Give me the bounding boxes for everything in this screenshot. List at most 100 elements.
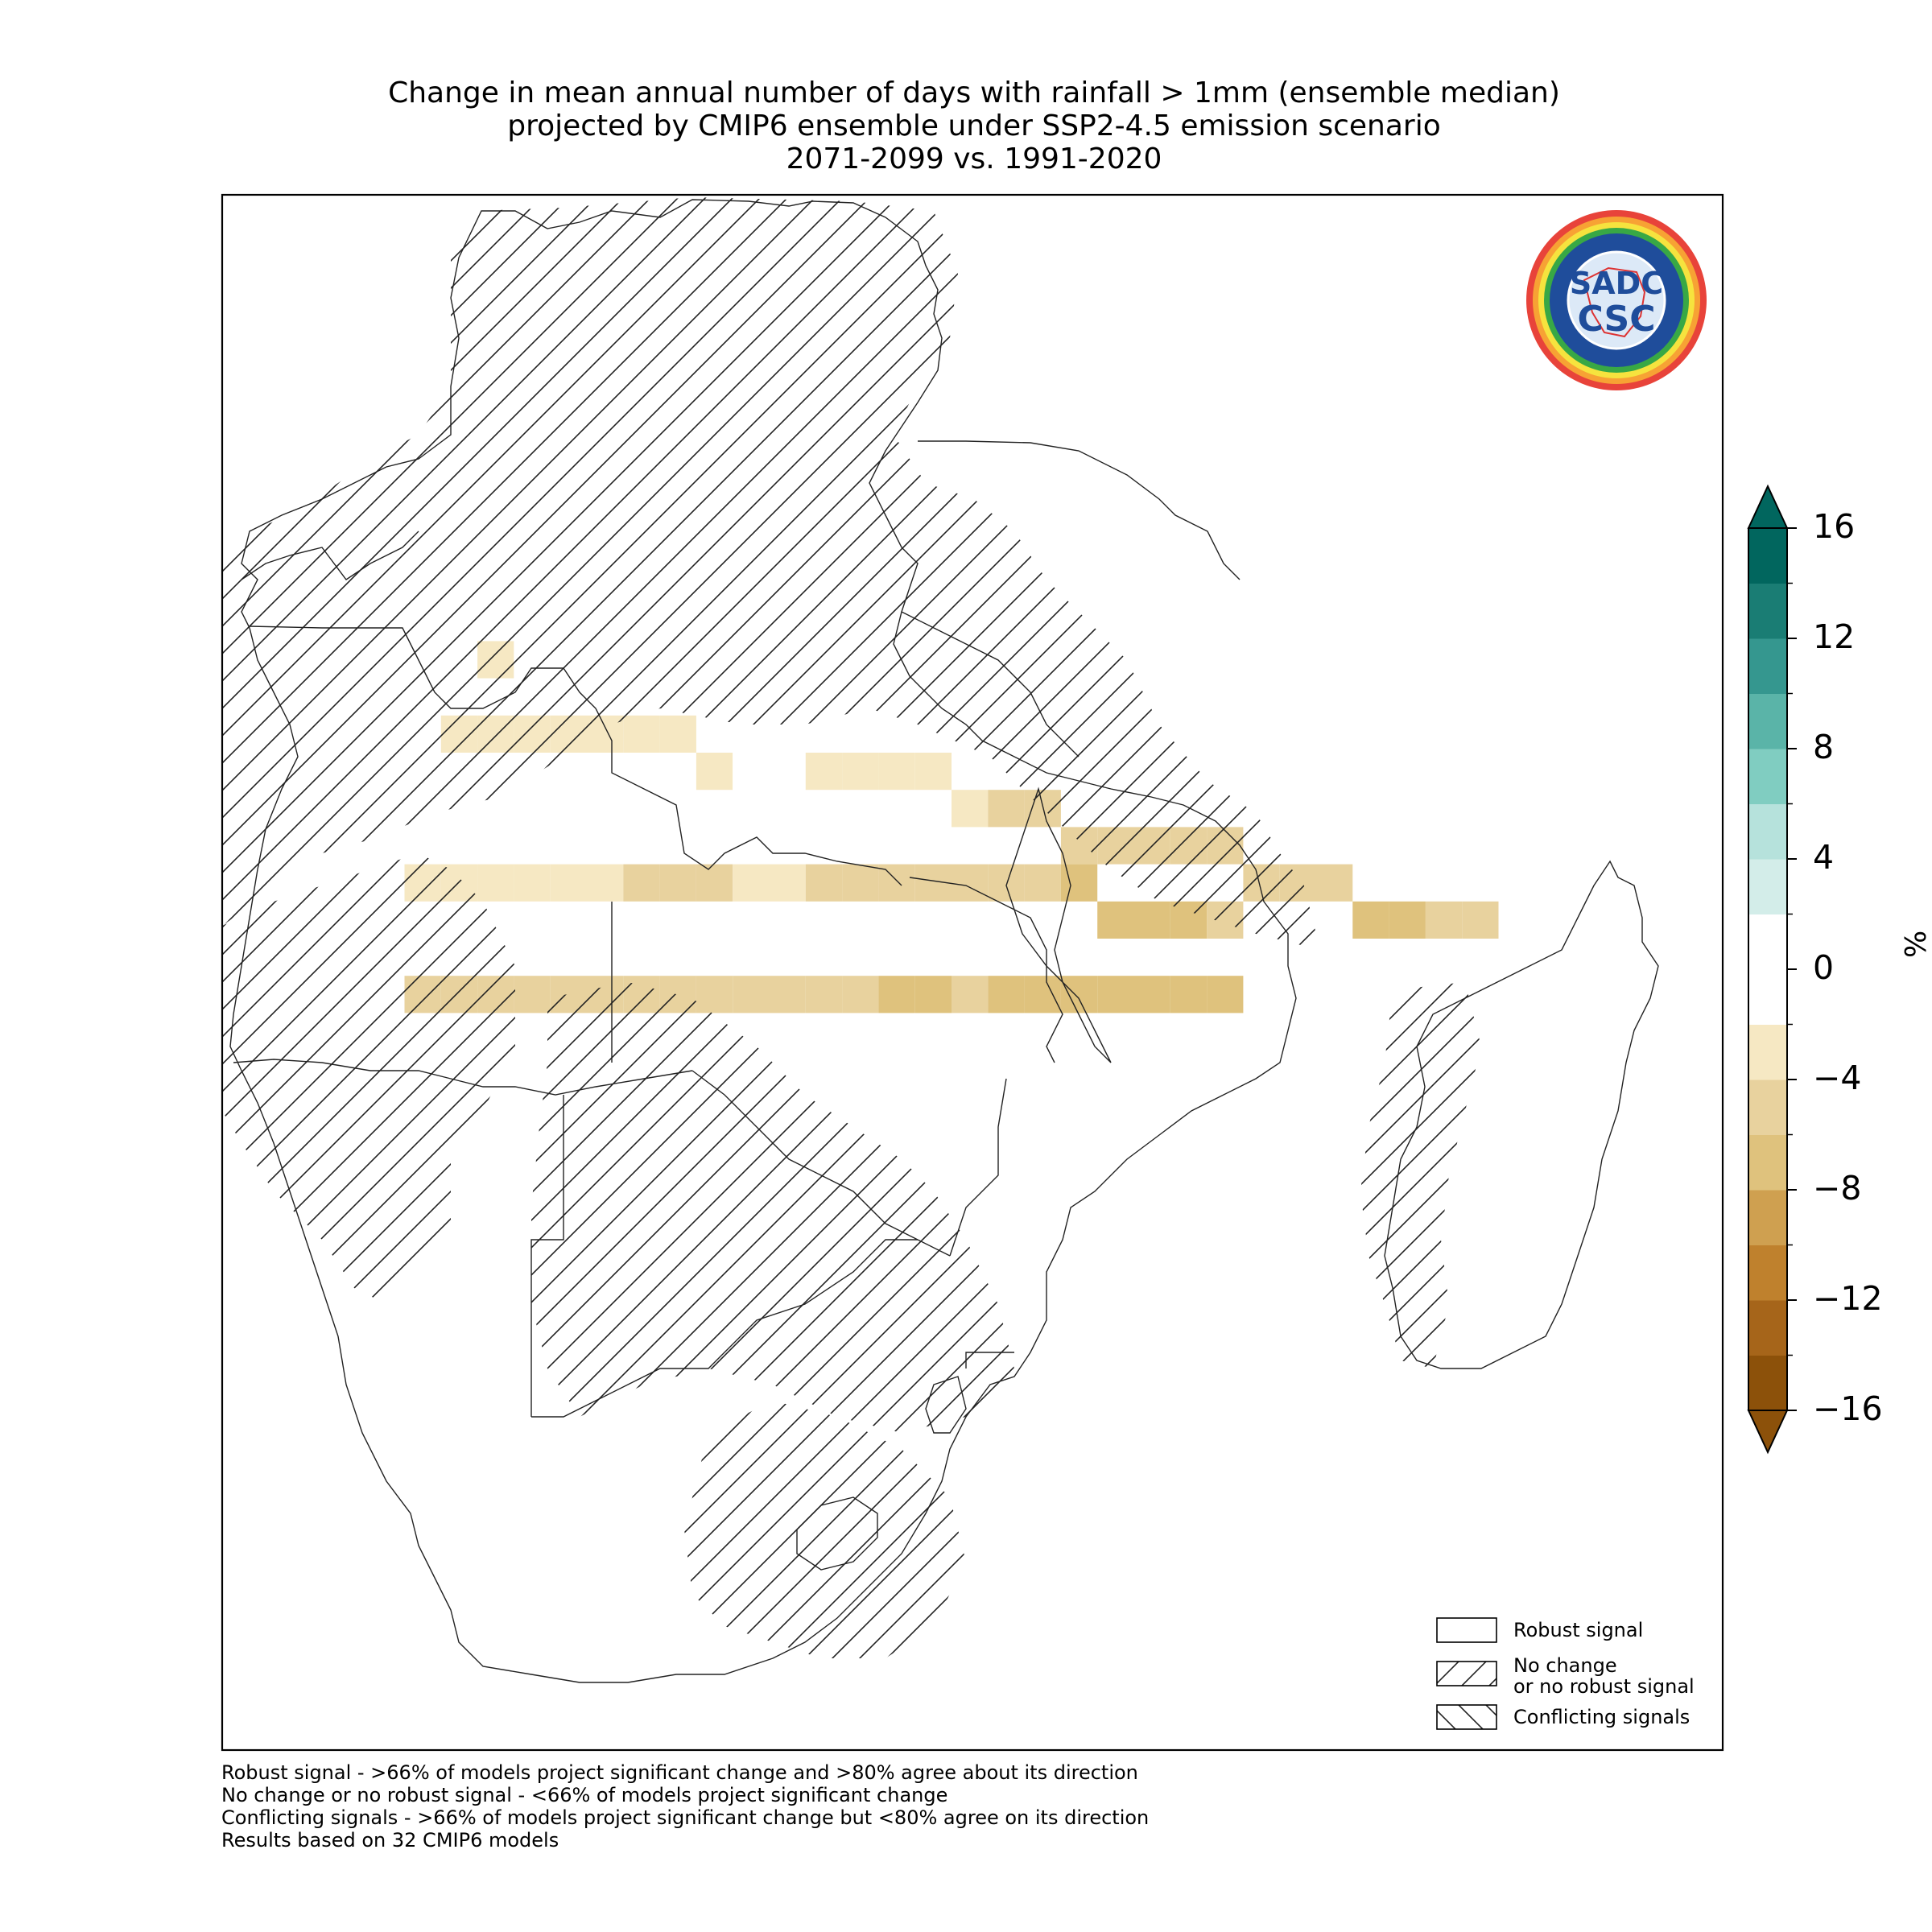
colorbar-segment — [1748, 1355, 1787, 1411]
border-malawi — [1005, 786, 1112, 1063]
legend-label-nochange-1: No change — [1513, 1654, 1617, 1677]
raster-cell — [842, 976, 879, 1013]
raster-cell — [1207, 976, 1244, 1013]
hatch-region-botswana — [531, 982, 1014, 1433]
raster-cell — [1425, 901, 1463, 939]
colorbar-segment — [1748, 803, 1787, 860]
legend-swatch-nochange — [1436, 1661, 1497, 1686]
colorbar-segment — [1748, 528, 1787, 584]
colorbar-tick-label: −12 — [1813, 1279, 1883, 1318]
colorbar-segment — [1748, 583, 1787, 639]
colorbar-tick-label: −4 — [1813, 1059, 1862, 1097]
footnote-1: Robust signal - >66% of models project s… — [221, 1761, 1138, 1784]
raster-cell — [769, 864, 806, 902]
colorbar — [1747, 484, 1797, 1455]
border-kenya — [918, 440, 1241, 580]
raster-cell — [878, 864, 915, 902]
raster-cell — [1170, 976, 1208, 1013]
colorbar-segment — [1748, 914, 1787, 970]
raster-cell — [805, 976, 843, 1013]
colorbar-tick-label: 8 — [1813, 728, 1835, 766]
raster-cell — [514, 976, 551, 1013]
hatch-region-south-east — [684, 1401, 966, 1658]
raster-cell — [587, 864, 624, 902]
map-frame-border — [221, 193, 1724, 1752]
raster-cell — [514, 864, 551, 902]
title-line-1: Change in mean annual number of days wit… — [388, 76, 1560, 109]
raster-cell — [988, 790, 1025, 828]
colorbar-segment — [1748, 1300, 1787, 1356]
colorbar-extend-bottom — [1747, 1410, 1789, 1455]
legend-label-conflicting: Conflicting signals — [1513, 1706, 1690, 1728]
map-title: Change in mean annual number of days wit… — [221, 76, 1727, 175]
raster-cell — [1316, 864, 1353, 902]
raster-cell — [805, 753, 843, 791]
colorbar-segment — [1748, 1245, 1787, 1301]
coastline-mainland — [229, 199, 1297, 1683]
colorbar-segment — [1748, 859, 1787, 914]
colorbar-tick-label: 16 — [1813, 507, 1856, 546]
hatch-region-madagascar — [1360, 982, 1481, 1368]
raster-cell — [550, 864, 587, 902]
border-lesotho — [796, 1496, 878, 1571]
raster-cell — [696, 753, 733, 791]
colorbar-segment — [1748, 638, 1787, 694]
raster-cell — [623, 864, 660, 902]
map-content — [222, 197, 1659, 1683]
colorbar-tick-label: 12 — [1813, 617, 1856, 656]
title-line-3: 2071-2099 vs. 1991-2020 — [786, 142, 1162, 175]
border-namibia-botswana — [530, 1095, 564, 1417]
colorbar-segment — [1748, 1190, 1787, 1245]
footnote-4: Results based on 32 CMIP6 models — [221, 1829, 559, 1852]
coastline-madagascar — [1384, 860, 1659, 1369]
raster-cell — [696, 864, 733, 902]
logo-sadc-text: SADC — [1570, 266, 1663, 301]
logo-csc-text: CSC — [1577, 299, 1655, 340]
border-angola-north — [249, 625, 902, 886]
hatch-region-west — [222, 853, 515, 1304]
border-zimbabwe-mozambique — [949, 1078, 1007, 1257]
sadc-csc-logo: SADC CSC — [1526, 210, 1707, 390]
raster-cell — [1462, 901, 1499, 939]
raster-cell — [769, 976, 806, 1013]
raster-cell — [952, 864, 989, 902]
colorbar-segment — [1748, 1134, 1787, 1191]
raster-cell — [733, 864, 770, 902]
raster-cell — [733, 976, 770, 1013]
raster-cell — [1097, 901, 1134, 939]
raster-cell — [659, 864, 696, 902]
raster-cell — [1133, 901, 1170, 939]
raster-cell — [842, 864, 879, 902]
raster-cell — [1060, 976, 1098, 1013]
border-sa-mozambique — [965, 1352, 1014, 1368]
border-zambia-zimbabwe — [691, 1070, 951, 1257]
raster-cell — [952, 976, 989, 1013]
raster-cell — [914, 753, 952, 791]
colorbar-tick-label: −16 — [1813, 1389, 1883, 1428]
legend-swatch-robust — [1436, 1617, 1497, 1643]
legend-swatch-conflicting — [1436, 1704, 1497, 1730]
border-eswatini — [925, 1376, 967, 1434]
title-line-2: projected by CMIP6 ensemble under SSP2-4… — [507, 109, 1441, 142]
colorbar-tick-label: 4 — [1813, 838, 1835, 877]
footnote-3: Conflicting signals - >66% of models pro… — [221, 1806, 1150, 1829]
footnotes: Robust signal - >66% of models project s… — [221, 1761, 1149, 1852]
border-tanzania — [901, 611, 1080, 758]
raster-cell — [878, 753, 915, 791]
border-drc-zambia — [909, 877, 1063, 1063]
colorbar-tick-label: −8 — [1813, 1169, 1862, 1208]
colorbar-segment — [1748, 969, 1787, 1025]
colorbar-segment — [1748, 749, 1787, 804]
colorbar-tick-label: 0 — [1813, 948, 1835, 987]
raster-cell — [733, 753, 770, 791]
legend-label-nochange-2: or no robust signal — [1513, 1675, 1695, 1698]
colorbar-segment — [1748, 693, 1787, 749]
legend-label-robust: Robust signal — [1513, 1619, 1644, 1641]
raster-cell — [1024, 976, 1061, 1013]
raster-cell — [842, 753, 879, 791]
raster-cell — [1133, 976, 1170, 1013]
raster-cell — [1097, 976, 1134, 1013]
country-borders — [229, 199, 1659, 1683]
colorbar-segment — [1748, 1024, 1787, 1080]
hatch-region-north — [222, 197, 1320, 950]
